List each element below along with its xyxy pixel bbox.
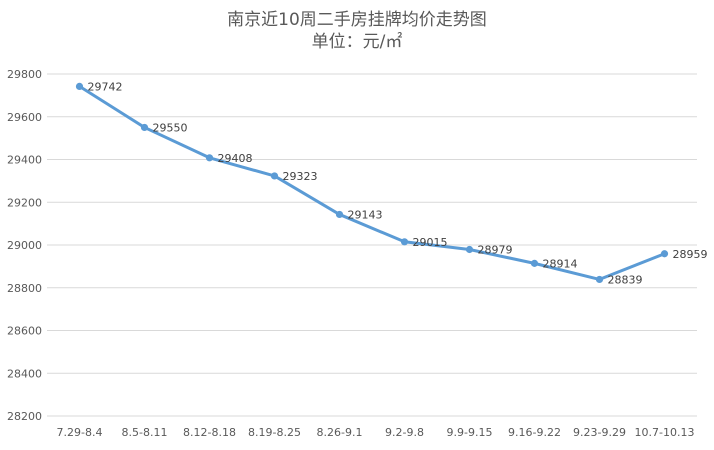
y-tick-label: 29000 [7, 239, 42, 252]
x-tick-label: 8.26-9.1 [317, 426, 363, 439]
x-tick-label: 9.16-9.22 [508, 426, 561, 439]
y-tick-label: 28600 [7, 325, 42, 338]
data-point [270, 172, 279, 180]
data-label: 29550 [153, 121, 188, 134]
series-line [78, 84, 666, 281]
data-point [335, 210, 344, 219]
data-label: 29015 [413, 236, 448, 249]
y-tick-label: 28400 [7, 367, 42, 380]
data-point [140, 123, 149, 132]
data-point [465, 245, 474, 254]
data-point [530, 259, 539, 267]
data-label: 28979 [478, 243, 513, 256]
data-point [660, 250, 669, 258]
y-tick-label: 29400 [7, 154, 42, 167]
chart-title: 南京近10周二手房挂牌均价走势图 [227, 10, 487, 30]
x-tick-label: 9.2-9.8 [385, 426, 424, 439]
data-label: 29408 [218, 152, 253, 165]
data-label: 29143 [348, 208, 383, 221]
data-label: 29742 [88, 80, 123, 93]
y-tick-label: 29200 [7, 196, 42, 209]
y-tick-label: 29800 [7, 68, 42, 81]
x-tick-label: 8.5-8.11 [122, 426, 168, 439]
data-point [205, 154, 214, 162]
x-tick-label: 10.7-10.13 [635, 426, 695, 439]
data-point [75, 82, 84, 90]
y-tick-label: 28800 [7, 282, 42, 295]
x-tick-label: 9.23-9.29 [573, 426, 626, 439]
x-tick-label: 8.12-8.18 [183, 426, 236, 439]
x-tick-label: 7.29-8.4 [57, 426, 103, 439]
y-tick-label: 28200 [7, 410, 42, 423]
y-tick-label: 29600 [7, 111, 42, 124]
x-tick-label: 9.9-9.15 [447, 426, 493, 439]
chart-subtitle: 单位：元/㎡ [311, 32, 403, 52]
data-point [400, 238, 409, 246]
data-label: 29323 [283, 170, 318, 183]
data-label: 28959 [673, 248, 708, 261]
data-label: 28914 [543, 257, 578, 270]
data-label: 28839 [608, 273, 643, 286]
data-point [595, 275, 604, 284]
x-tick-label: 8.19-8.25 [248, 426, 301, 439]
